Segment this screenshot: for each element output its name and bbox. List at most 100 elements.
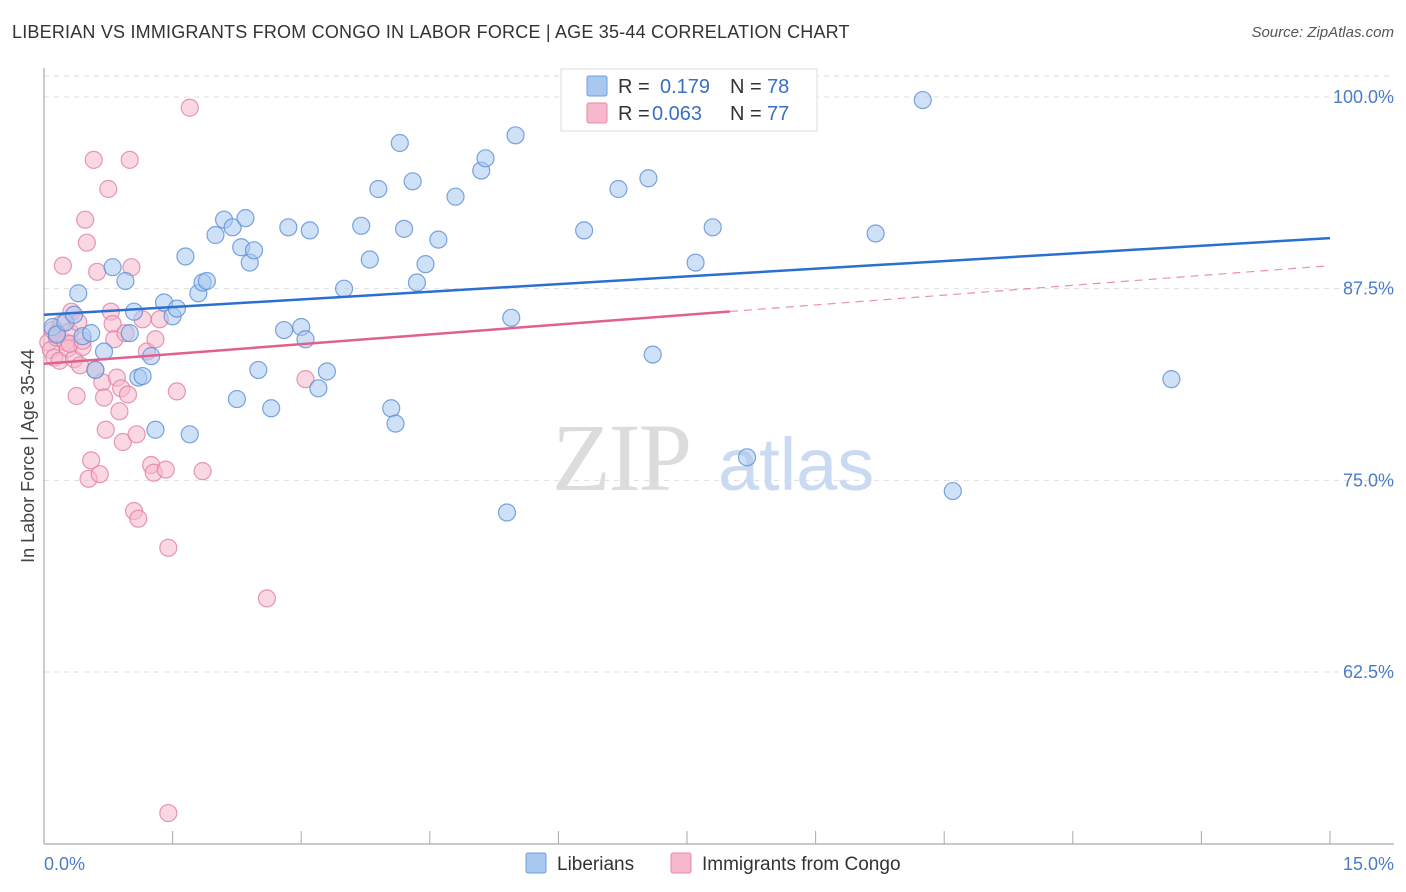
congo-point-33	[110, 402, 129, 421]
liberian-point-14	[133, 366, 152, 386]
liberian-point-7	[86, 360, 105, 380]
source-label: Source: ZipAtlas.com	[1251, 24, 1394, 41]
liberian-point-4	[69, 284, 88, 303]
liberian-point-61	[609, 179, 628, 199]
congo-point-17	[76, 210, 95, 229]
series-immigrants-from-congo	[39, 98, 315, 823]
liberian-point-57	[497, 503, 517, 522]
liberian-point-64	[686, 253, 705, 272]
trend-line-congo	[43, 310, 730, 366]
liberian-point-70	[1162, 370, 1181, 389]
liberian-point-41	[317, 362, 337, 381]
legend-swatch-congo	[586, 102, 608, 124]
congo-point-53	[193, 462, 212, 481]
trend-line-liberians	[43, 236, 1331, 316]
liberian-point-52	[416, 255, 435, 274]
liberian-point-58	[502, 308, 521, 327]
liberian-point-1	[47, 325, 66, 344]
congo-point-42	[129, 509, 148, 528]
bottom-legend: Liberians Immigrants from Congo	[525, 852, 901, 875]
watermark: ZIP atlas	[552, 404, 874, 511]
congo-point-47	[146, 330, 165, 349]
liberian-point-40	[309, 379, 328, 398]
liberian-point-67	[866, 224, 885, 243]
congo-point-7	[53, 256, 72, 275]
gridlines	[44, 75, 1394, 673]
chart-title: LIBERIAN VS IMMIGRANTS FROM CONGO IN LAB…	[12, 22, 850, 42]
liberian-point-44	[360, 250, 379, 269]
watermark-zip: ZIP	[552, 404, 690, 511]
legend-box: R = 0.179 N = 78 R = 0.063 N = 77	[560, 68, 818, 132]
liberian-point-46	[382, 399, 401, 418]
series-liberians	[43, 90, 1181, 522]
bottom-legend-swatch-liberians	[525, 852, 547, 874]
congo-point-56	[159, 803, 178, 823]
congo-point-24	[90, 465, 109, 484]
congo-point-13	[67, 386, 86, 406]
congo-point-26	[94, 388, 114, 407]
liberian-point-34	[262, 399, 281, 418]
legend-r-value-2: 0.063	[652, 103, 702, 125]
liberian-point-16	[146, 420, 165, 439]
y-tick-label-1: 75.0%	[1343, 470, 1394, 490]
liberian-point-21	[180, 425, 199, 444]
liberian-point-27	[223, 218, 242, 237]
liberian-point-33	[249, 360, 268, 380]
legend-r-value-1: 0.179	[660, 76, 710, 98]
congo-point-50	[159, 538, 178, 557]
congo-point-23	[88, 262, 107, 281]
x-tick-label-max: 15.0%	[1343, 854, 1394, 874]
y-tick-labels: 62.5% 75.0% 87.5% 100.0%	[1333, 87, 1394, 682]
liberian-point-43	[352, 216, 371, 235]
liberian-point-62	[639, 169, 658, 188]
congo-point-41	[127, 425, 146, 444]
congo-point-52	[180, 98, 199, 117]
congo-point-38	[120, 150, 139, 169]
congo-point-35	[113, 432, 132, 452]
x-tick-label-min: 0.0%	[44, 854, 85, 874]
liberian-point-6	[82, 324, 101, 343]
liberian-point-68	[913, 90, 932, 110]
liberian-point-35	[274, 320, 294, 340]
liberian-point-56	[476, 149, 495, 168]
congo-point-37	[118, 385, 138, 404]
liberian-point-54	[446, 187, 465, 206]
legend-n-label-2: N =	[730, 103, 762, 125]
liberian-point-53	[429, 230, 448, 249]
congo-point-18	[77, 233, 96, 252]
liberian-point-69	[943, 481, 962, 501]
congo-point-51	[167, 382, 186, 401]
liberian-point-24	[197, 271, 216, 291]
axes	[43, 68, 1394, 845]
liberian-point-66	[737, 448, 757, 467]
liberian-point-48	[390, 133, 409, 153]
x-tick-labels: 0.0% 15.0%	[44, 854, 1394, 874]
congo-point-20	[82, 451, 101, 470]
liberian-point-30	[236, 209, 255, 228]
legend-r-label-1: R =	[618, 76, 650, 98]
liberian-point-3	[64, 305, 84, 324]
liberian-point-12	[124, 302, 144, 321]
trend-line-congo-extension	[729, 265, 1331, 313]
liberian-point-36	[279, 218, 298, 237]
liberian-point-11	[120, 324, 139, 343]
y-axis-label: In Labor Force | Age 35-44	[18, 349, 38, 563]
liberian-point-60	[575, 221, 594, 240]
liberian-point-28	[227, 389, 246, 409]
bottom-legend-congo: Immigrants from Congo	[702, 854, 901, 875]
liberian-point-39	[300, 221, 319, 240]
liberian-point-63	[643, 345, 662, 364]
legend-n-label-1: N =	[730, 76, 762, 98]
y-tick-label-3: 100.0%	[1333, 87, 1394, 107]
legend-n-value-2: 77	[767, 103, 789, 125]
bottom-legend-swatch-congo	[670, 852, 692, 874]
legend-n-value-1: 78	[767, 76, 789, 98]
congo-point-49	[156, 460, 175, 479]
congo-point-28	[99, 179, 118, 199]
liberian-point-8	[94, 342, 114, 361]
liberian-point-10	[116, 271, 135, 291]
legend-r-label-2: R =	[618, 103, 650, 125]
y-tick-label-2: 87.5%	[1343, 279, 1394, 299]
liberian-point-47	[386, 414, 405, 433]
